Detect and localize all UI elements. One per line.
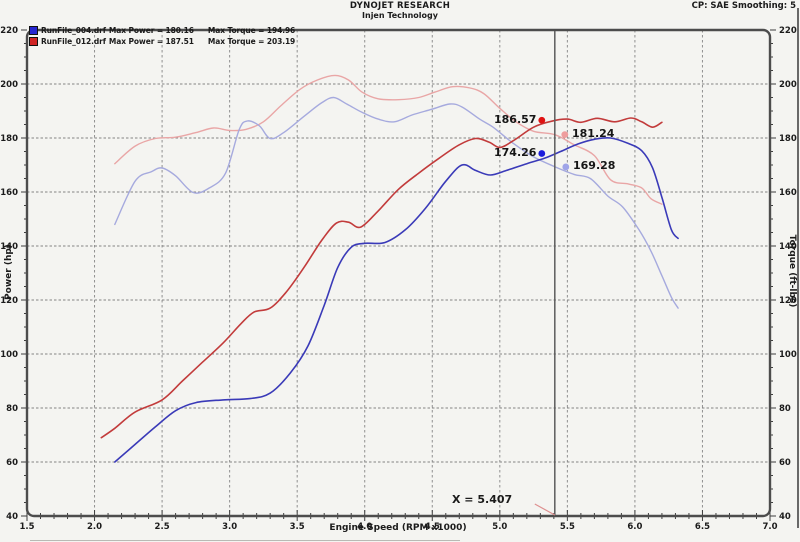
right-axis-title: Torque (ft-lbs) [787, 234, 797, 308]
curve-runfile-012-torque [114, 74, 663, 205]
legend-max-power: Max Power = 180.16 [108, 26, 194, 35]
x-tick-label: 3.5 [290, 522, 305, 532]
cursor-leader-line [534, 503, 556, 516]
y-tick-label-right: 160 [779, 188, 797, 198]
y-tick-label-left: 140 [0, 242, 18, 252]
y-tick-label-left: 120 [0, 296, 18, 306]
marker-value-red-torque: 181.24 [572, 127, 615, 140]
legend-swatch-blue [29, 26, 38, 35]
legend-max-power: Max Power = 187.51 [108, 37, 194, 46]
legend: RunFile_004.drf Max Power = 180.16 Max T… [29, 25, 295, 47]
x-tick-label: 4.0 [357, 522, 372, 532]
cutoff-caption-line [30, 540, 460, 541]
cursor-x-label: X = 5.407 [452, 493, 513, 506]
y-tick-label-left: 80 [6, 404, 18, 414]
y-tick-label-left: 160 [0, 188, 18, 198]
y-tick-label-left: 60 [6, 458, 18, 468]
scan-edge-line [797, 8, 799, 528]
y-tick-label-left: 40 [6, 512, 18, 522]
x-tick-label: 5.5 [560, 522, 575, 532]
x-tick-label: 6.5 [695, 522, 710, 532]
legend-file-name: RunFile_004.drf [41, 26, 106, 35]
correction-smoothing-info: CP: SAE Smoothing: 5 [691, 1, 796, 11]
report-title: DYNOJET RESEARCH [349, 1, 451, 11]
y-tick-label-right: 140 [779, 242, 797, 252]
x-tick-label: 2.5 [155, 522, 170, 532]
y-tick-label-right: 180 [779, 134, 797, 144]
plot-frame [25, 28, 772, 518]
curve-runfile-004-torque [114, 96, 679, 309]
y-tick-label-left: 100 [0, 350, 18, 360]
marker-dot-3 [562, 163, 570, 171]
x-tick-label: 1.5 [19, 522, 34, 532]
x-tick-label: 2.0 [87, 522, 102, 532]
x-tick-label: 4.5 [425, 522, 440, 532]
report-subtitle: Injen Technology [362, 11, 438, 20]
x-tick-label: 6.0 [627, 522, 642, 532]
y-tick-label-left: 220 [0, 26, 18, 36]
y-tick-label-right: 120 [779, 296, 797, 306]
y-tick-label-right: 220 [779, 26, 797, 36]
legend-max-torque: Max Torque = 194.96 [207, 26, 296, 35]
left-axis-title: Power (hp) [4, 244, 14, 300]
curve-runfile-012-power [100, 117, 663, 439]
marker-value-blue-torque: 169.28 [573, 159, 616, 172]
y-tick-label-right: 40 [779, 512, 791, 522]
marker-dot-2 [538, 150, 546, 157]
y-tick-label-right: 100 [779, 350, 797, 360]
legend-file-name: RunFile_012.drf [41, 37, 106, 46]
legend-max-torque: Max Torque = 203.19 [207, 37, 296, 46]
y-tick-label-left: 200 [0, 80, 18, 90]
y-tick-label-left: 180 [0, 134, 18, 144]
x-tick-label: 7.0 [762, 522, 777, 532]
marker-value-blue-power: 174.26 [494, 146, 537, 159]
x-tick-label: 5.0 [492, 522, 507, 532]
x-tick-label: 3.0 [222, 522, 237, 532]
legend-row-run004: RunFile_004.drf Max Power = 180.16 Max T… [29, 25, 295, 36]
curve-runfile-004-power [114, 136, 679, 463]
marker-dot-1 [561, 131, 569, 139]
y-tick-label-right: 80 [779, 404, 791, 414]
x-axis-title: Engine Speed (RPM x1000) [329, 523, 467, 533]
legend-swatch-red [29, 37, 38, 46]
marker-value-red-power: 186.57 [494, 113, 537, 126]
legend-row-run012: RunFile_012.drf Max Power = 187.51 Max T… [29, 36, 295, 47]
y-tick-label-right: 60 [779, 458, 791, 468]
y-tick-label-right: 200 [779, 80, 797, 90]
marker-dot-0 [538, 116, 546, 124]
